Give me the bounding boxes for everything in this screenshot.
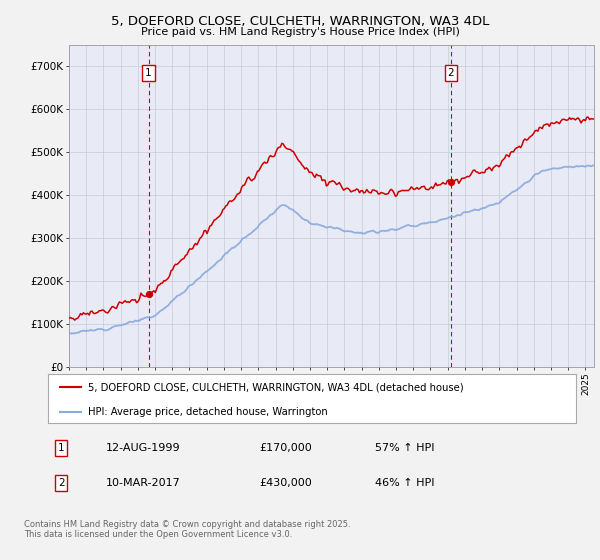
Point [144,290,154,298]
Text: 5, DOEFORD CLOSE, CULCHETH, WARRINGTON, WA3 4DL: 5, DOEFORD CLOSE, CULCHETH, WARRINGTON, … [111,15,489,28]
Text: 46% ↑ HPI: 46% ↑ HPI [376,478,435,488]
Text: Price paid vs. HM Land Registry's House Price Index (HPI): Price paid vs. HM Land Registry's House … [140,27,460,37]
Text: Contains HM Land Registry data © Crown copyright and database right 2025.
This d: Contains HM Land Registry data © Crown c… [24,520,350,539]
Text: £170,000: £170,000 [259,443,312,452]
Text: 2: 2 [58,478,65,488]
Text: 10-MAR-2017: 10-MAR-2017 [106,478,181,488]
Text: 5, DOEFORD CLOSE, CULCHETH, WARRINGTON, WA3 4DL (detached house): 5, DOEFORD CLOSE, CULCHETH, WARRINGTON, … [88,382,463,393]
Point [446,178,456,186]
Text: 1: 1 [145,68,152,78]
Text: 2: 2 [448,68,454,78]
Text: 12-AUG-1999: 12-AUG-1999 [106,443,181,452]
Text: 57% ↑ HPI: 57% ↑ HPI [376,443,435,452]
Text: £430,000: £430,000 [259,478,312,488]
Text: 1: 1 [58,443,65,452]
Text: HPI: Average price, detached house, Warrington: HPI: Average price, detached house, Warr… [88,408,328,417]
